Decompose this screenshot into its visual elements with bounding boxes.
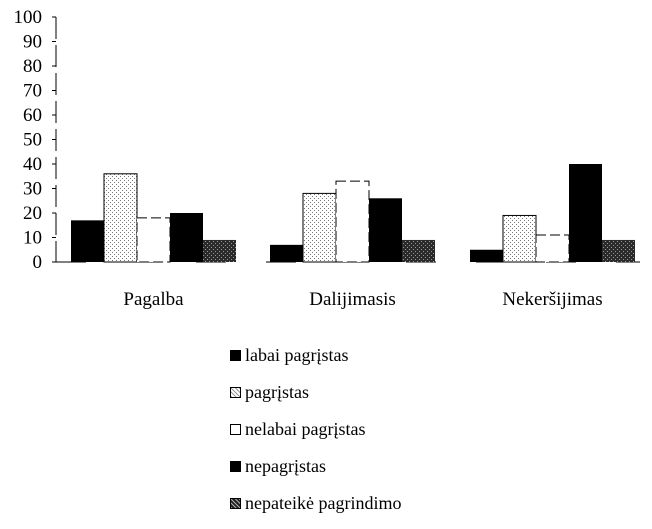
legend-label: nelabai pagrįstas bbox=[245, 419, 366, 439]
legend-label: nepateikė pagrindimo bbox=[245, 493, 402, 513]
bar-2-4 bbox=[602, 239, 635, 262]
y-tick-label: 30 bbox=[23, 179, 42, 200]
legend-label: nepagrįstas bbox=[245, 456, 326, 476]
y-tick-label: 0 bbox=[33, 252, 43, 273]
legend-label: labai pagrįstas bbox=[245, 345, 349, 365]
bar-0-1 bbox=[103, 173, 138, 263]
legend-swatch bbox=[230, 350, 241, 361]
y-tick-label: 60 bbox=[23, 105, 42, 126]
bar-0-2 bbox=[136, 217, 171, 263]
bar-2-2 bbox=[535, 234, 570, 263]
legend-label: pagrįstas bbox=[245, 382, 309, 402]
bar-0-3 bbox=[170, 213, 203, 262]
legend-swatch bbox=[230, 461, 241, 472]
bar-1-1 bbox=[302, 192, 337, 263]
y-tick-label: 50 bbox=[23, 130, 42, 151]
bar-0-4 bbox=[203, 239, 236, 262]
bar-1-2 bbox=[335, 180, 370, 263]
y-tick-label: 20 bbox=[23, 203, 42, 224]
legend-item: nepagrįstas bbox=[230, 455, 401, 478]
y-tick-label: 100 bbox=[14, 7, 43, 28]
legend-swatch bbox=[230, 498, 241, 509]
legend-item: pagrįstas bbox=[230, 381, 401, 404]
x-category-label: Dalijimasis bbox=[309, 289, 396, 310]
y-tick-label: 90 bbox=[23, 32, 42, 53]
bars bbox=[71, 164, 635, 263]
legend-item: labai pagrįstas bbox=[230, 344, 401, 367]
x-category-label: Pagalba bbox=[123, 289, 184, 310]
y-tick-label: 10 bbox=[23, 228, 42, 249]
bar-chart: 0 10 20 30 40 50 60 70 80 90 100 Pagalba Dalijimasi… bbox=[14, 7, 640, 310]
bar-2-0 bbox=[470, 249, 503, 262]
legend-swatch bbox=[230, 424, 241, 435]
legend: labai pagrįstas pagrįstas nelabai pagrįsta… bbox=[230, 344, 401, 529]
bar-0-0 bbox=[71, 220, 104, 262]
x-axis-labels: Pagalba Dalijimasis Nekeršijimas bbox=[123, 289, 602, 310]
x-category-label: Nekeršijimas bbox=[502, 289, 602, 310]
bar-2-1 bbox=[502, 214, 537, 263]
legend-swatch bbox=[230, 387, 241, 398]
legend-item: nepateikė pagrindimo bbox=[230, 492, 401, 515]
bar-1-3 bbox=[369, 198, 402, 262]
bar-1-0 bbox=[270, 244, 303, 262]
legend-item: nelabai pagrįstas bbox=[230, 418, 401, 441]
y-tick-label: 40 bbox=[23, 154, 42, 175]
y-tick-label: 70 bbox=[23, 81, 42, 102]
bar-1-4 bbox=[402, 239, 435, 262]
y-tick-label: 80 bbox=[23, 56, 42, 77]
bar-2-3 bbox=[569, 164, 602, 262]
